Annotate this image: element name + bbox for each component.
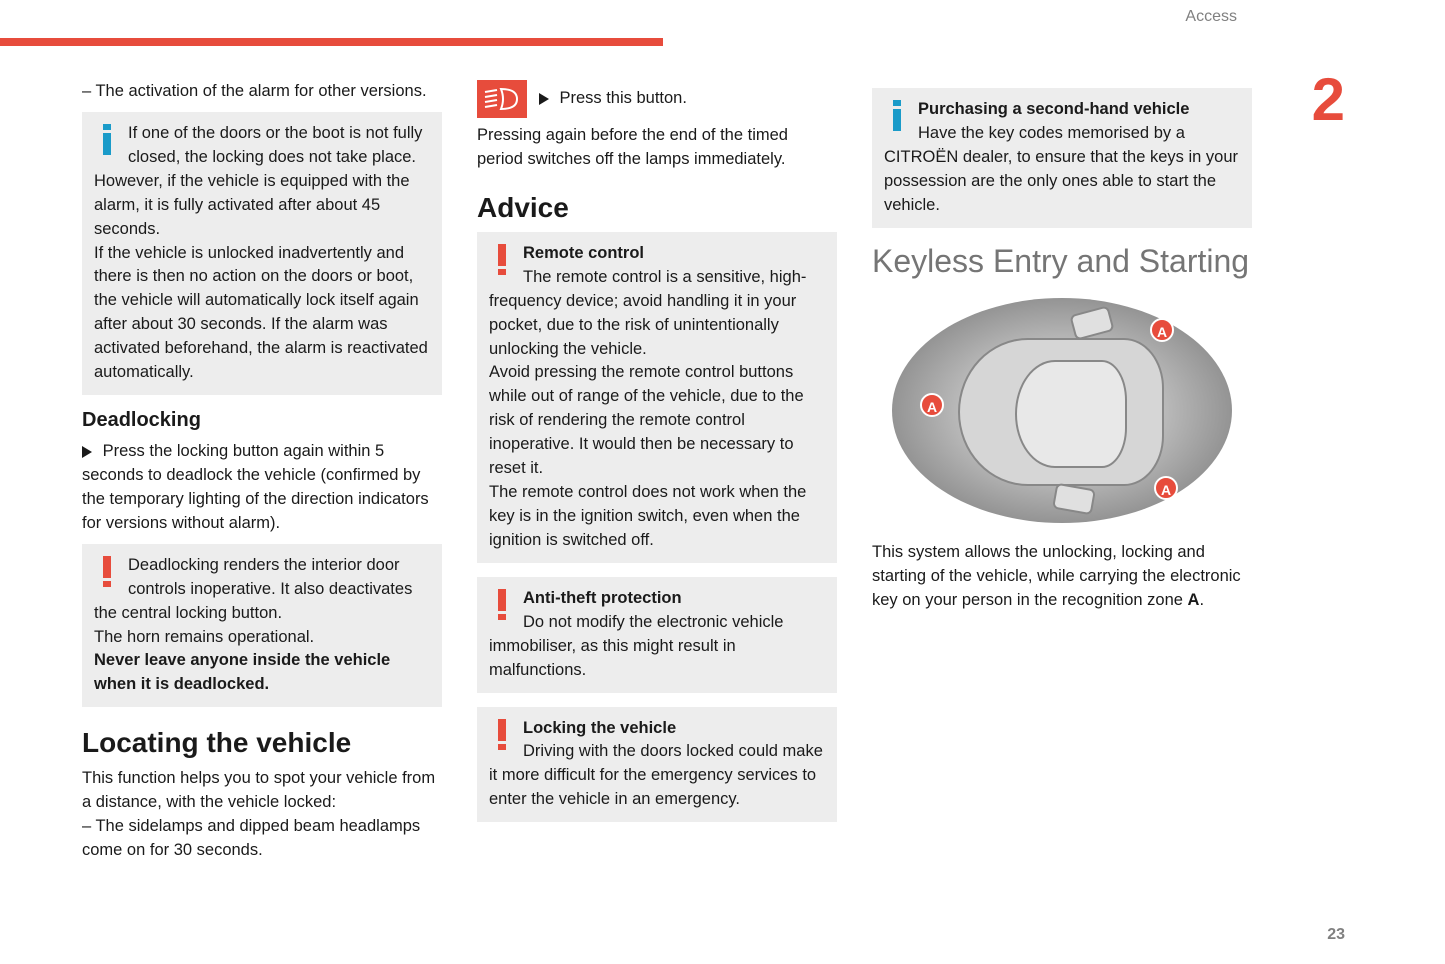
remote-heading: Remote control	[523, 244, 644, 262]
section-label: Access	[1185, 8, 1237, 26]
info-icon	[94, 122, 120, 160]
locating-heading: Locating the vehicle	[82, 727, 442, 759]
locking-heading: Locking the vehicle	[523, 719, 676, 737]
chapter-number: 2	[1312, 65, 1345, 134]
remote-text: The remote control is a sensitive, high-…	[489, 268, 806, 549]
press-text: Press this button.	[539, 87, 687, 111]
info-locking-text: If one of the doors or the boot is not f…	[94, 124, 428, 381]
page-number: 23	[1327, 926, 1345, 944]
locking-text: Driving with the doors locked could make…	[489, 742, 823, 808]
press-button-row: Press this button.	[477, 80, 837, 118]
warn-box-locking: Locking the vehicle Driving with the doo…	[477, 707, 837, 823]
warning-icon	[94, 554, 120, 592]
warn-box-remote: Remote control The remote control is a s…	[477, 232, 837, 563]
top-red-bar	[0, 38, 663, 46]
warning-icon	[489, 587, 515, 625]
page-content: – The activation of the alarm for other …	[82, 80, 1265, 863]
secondhand-text: Have the key codes memorised by a CITROË…	[884, 124, 1238, 214]
triangle-icon	[539, 93, 549, 105]
alarm-bullet: – The activation of the alarm for other …	[82, 80, 442, 104]
headlamp-icon	[477, 80, 527, 118]
column-3: Purchasing a second-hand vehicle Have th…	[872, 80, 1252, 863]
keyless-heading: Keyless Entry and Starting	[872, 242, 1252, 280]
press-para: Pressing again before the end of the tim…	[477, 124, 837, 172]
warning-icon	[489, 242, 515, 280]
warn-box-antitheft: Anti-theft protection Do not modify the …	[477, 577, 837, 693]
marker-a-3: A	[1154, 476, 1178, 500]
warn-box-deadlock: Deadlocking renders the interior door co…	[82, 544, 442, 708]
car-cabin	[1015, 360, 1127, 468]
marker-a-2: A	[920, 393, 944, 417]
info-box-secondhand: Purchasing a second-hand vehicle Have th…	[872, 88, 1252, 228]
marker-a-1: A	[1150, 318, 1174, 342]
warn-deadlock-text: Deadlocking renders the interior door co…	[94, 556, 412, 646]
column-1: – The activation of the alarm for other …	[82, 80, 442, 863]
advice-heading: Advice	[477, 192, 837, 224]
locating-bullet: – The sidelamps and dipped beam headlamp…	[82, 815, 442, 863]
antitheft-heading: Anti-theft protection	[523, 589, 682, 607]
column-2: Press this button. Pressing again before…	[477, 80, 837, 863]
keyless-diagram: A A A	[892, 298, 1232, 523]
deadlocking-heading: Deadlocking	[82, 409, 442, 432]
warn-deadlock-bold: Never leave anyone inside the vehicle wh…	[94, 651, 390, 693]
deadlocking-para: Press the locking button again within 5 …	[82, 440, 442, 536]
info-icon	[884, 98, 910, 136]
secondhand-heading: Purchasing a second-hand vehicle	[918, 100, 1189, 118]
triangle-icon	[82, 446, 92, 458]
car-outline	[958, 338, 1164, 486]
antitheft-text: Do not modify the electronic vehicle imm…	[489, 613, 783, 679]
warning-icon	[489, 717, 515, 755]
keyless-para: This system allows the unlocking, lockin…	[872, 541, 1252, 613]
info-box-locking: If one of the doors or the boot is not f…	[82, 112, 442, 395]
locating-para: This function helps you to spot your veh…	[82, 767, 442, 815]
